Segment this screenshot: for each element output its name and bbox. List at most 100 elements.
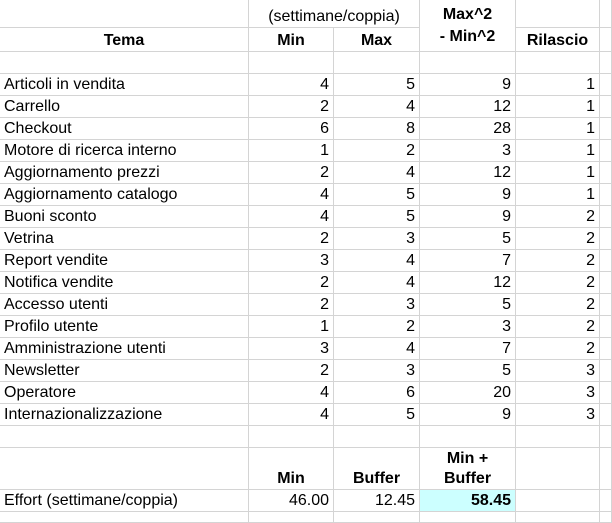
- theme-cell[interactable]: Profilo utente: [0, 316, 249, 338]
- release-cell[interactable]: 2: [516, 272, 600, 294]
- theme-cell[interactable]: Vetrina: [0, 228, 249, 250]
- empty-cell[interactable]: [600, 228, 612, 250]
- diff-cell[interactable]: 5: [420, 294, 516, 316]
- min-cell[interactable]: 2: [249, 272, 334, 294]
- diff-cell[interactable]: 7: [420, 338, 516, 360]
- empty-cell[interactable]: [516, 490, 600, 512]
- empty-cell[interactable]: [334, 512, 420, 523]
- header-grid-cell[interactable]: [516, 52, 600, 74]
- effort-total-value[interactable]: 58.45: [420, 490, 516, 512]
- effort-buffer-value[interactable]: 12.45: [334, 490, 420, 512]
- empty-cell[interactable]: [600, 490, 612, 512]
- min-cell[interactable]: 1: [249, 140, 334, 162]
- theme-cell[interactable]: Report vendite: [0, 250, 249, 272]
- empty-cell[interactable]: [600, 162, 612, 184]
- max-cell[interactable]: 4: [334, 162, 420, 184]
- empty-cell[interactable]: [600, 448, 612, 490]
- release-cell[interactable]: 2: [516, 228, 600, 250]
- release-cell[interactable]: 1: [516, 162, 600, 184]
- max-cell[interactable]: 5: [334, 74, 420, 96]
- empty-cell[interactable]: [600, 360, 612, 382]
- empty-cell[interactable]: [0, 426, 249, 448]
- min-cell[interactable]: 6: [249, 118, 334, 140]
- empty-cell[interactable]: [420, 426, 516, 448]
- theme-cell[interactable]: Newsletter: [0, 360, 249, 382]
- empty-cell[interactable]: [516, 512, 600, 523]
- release-cell[interactable]: 1: [516, 118, 600, 140]
- theme-cell[interactable]: Buoni sconto: [0, 206, 249, 228]
- header-grid-cell[interactable]: [0, 52, 249, 74]
- theme-cell[interactable]: Checkout: [0, 118, 249, 140]
- header-grid-cell[interactable]: [249, 52, 334, 74]
- diff-cell[interactable]: 9: [420, 404, 516, 426]
- empty-cell[interactable]: [0, 448, 249, 490]
- theme-cell[interactable]: Internazionalizzazione: [0, 404, 249, 426]
- max-cell[interactable]: 2: [334, 316, 420, 338]
- empty-cell[interactable]: [600, 294, 612, 316]
- release-cell[interactable]: 2: [516, 294, 600, 316]
- release-cell[interactable]: 3: [516, 404, 600, 426]
- header-grid-cell[interactable]: [334, 52, 420, 74]
- diff-cell[interactable]: 3: [420, 140, 516, 162]
- header-grid-cell[interactable]: [600, 52, 612, 74]
- max-cell[interactable]: 5: [334, 404, 420, 426]
- header-grid-cell[interactable]: [420, 52, 516, 74]
- diff-cell[interactable]: 3: [420, 316, 516, 338]
- empty-cell[interactable]: [600, 250, 612, 272]
- effort-min-value[interactable]: 46.00: [249, 490, 334, 512]
- empty-cell[interactable]: [600, 140, 612, 162]
- diff-cell[interactable]: 9: [420, 206, 516, 228]
- diff-cell[interactable]: 5: [420, 228, 516, 250]
- max-cell[interactable]: 5: [334, 206, 420, 228]
- max-cell[interactable]: 5: [334, 184, 420, 206]
- theme-cell[interactable]: Articoli in vendita: [0, 74, 249, 96]
- empty-cell[interactable]: [0, 512, 249, 523]
- header-grid-cell[interactable]: [516, 0, 600, 28]
- min-cell[interactable]: 4: [249, 206, 334, 228]
- release-cell[interactable]: 2: [516, 316, 600, 338]
- theme-cell[interactable]: Operatore: [0, 382, 249, 404]
- diff-cell[interactable]: 7: [420, 250, 516, 272]
- max-cell[interactable]: 8: [334, 118, 420, 140]
- max-cell[interactable]: 4: [334, 338, 420, 360]
- max-cell[interactable]: 3: [334, 228, 420, 250]
- theme-cell[interactable]: Aggiornamento prezzi: [0, 162, 249, 184]
- diff-cell[interactable]: 28: [420, 118, 516, 140]
- theme-cell[interactable]: Carrello: [0, 96, 249, 118]
- diff-cell[interactable]: 9: [420, 184, 516, 206]
- max-cell[interactable]: 4: [334, 272, 420, 294]
- diff-cell[interactable]: 20: [420, 382, 516, 404]
- min-cell[interactable]: 2: [249, 228, 334, 250]
- min-cell[interactable]: 2: [249, 360, 334, 382]
- max-cell[interactable]: 6: [334, 382, 420, 404]
- empty-cell[interactable]: [249, 426, 334, 448]
- diff-cell[interactable]: 9: [420, 74, 516, 96]
- min-cell[interactable]: 3: [249, 338, 334, 360]
- release-cell[interactable]: 1: [516, 184, 600, 206]
- empty-cell[interactable]: [600, 118, 612, 140]
- max-cell[interactable]: 4: [334, 96, 420, 118]
- empty-cell[interactable]: [516, 448, 600, 490]
- summary-min-header[interactable]: Min: [249, 448, 334, 490]
- empty-cell[interactable]: [600, 426, 612, 448]
- header-grid-cell[interactable]: [600, 28, 612, 52]
- empty-cell[interactable]: [600, 404, 612, 426]
- max-cell[interactable]: 4: [334, 250, 420, 272]
- max-cell[interactable]: 3: [334, 294, 420, 316]
- release-cell[interactable]: 1: [516, 96, 600, 118]
- empty-cell[interactable]: [600, 382, 612, 404]
- min-cell[interactable]: 2: [249, 96, 334, 118]
- empty-cell[interactable]: [600, 74, 612, 96]
- release-cell[interactable]: 3: [516, 360, 600, 382]
- theme-cell[interactable]: Accesso utenti: [0, 294, 249, 316]
- empty-cell[interactable]: [600, 184, 612, 206]
- empty-cell[interactable]: [600, 316, 612, 338]
- min-cell[interactable]: 1: [249, 316, 334, 338]
- effort-label[interactable]: Effort (settimane/coppia): [0, 490, 249, 512]
- empty-cell[interactable]: [600, 512, 612, 523]
- diff-cell[interactable]: 5: [420, 360, 516, 382]
- theme-cell[interactable]: Aggiornamento catalogo: [0, 184, 249, 206]
- release-cell[interactable]: 2: [516, 250, 600, 272]
- empty-cell[interactable]: [249, 512, 334, 523]
- theme-cell[interactable]: Amministrazione utenti: [0, 338, 249, 360]
